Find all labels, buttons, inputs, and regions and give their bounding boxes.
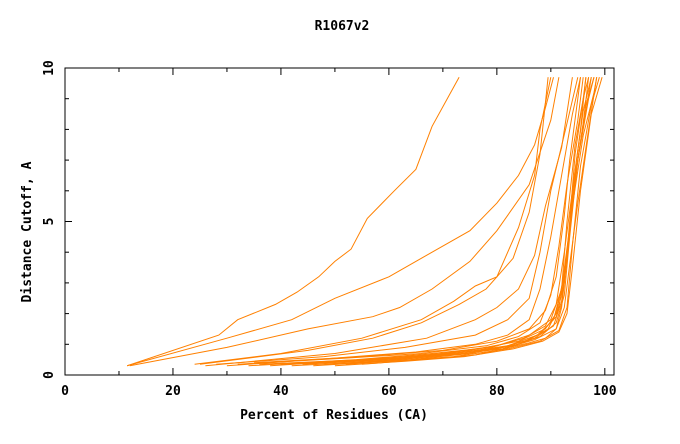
series-lines [126, 76, 603, 367]
series-line [334, 77, 603, 367]
series-line [313, 77, 600, 367]
y-tick-label: 5 [42, 218, 57, 226]
series-line [129, 77, 560, 367]
series-line [237, 77, 584, 365]
x-tick-label: 80 [489, 384, 505, 399]
series-line [280, 77, 592, 365]
series-line [126, 77, 554, 367]
x-tick-label: 20 [165, 384, 181, 399]
series-line [226, 77, 581, 367]
series-line [126, 76, 460, 367]
axis-ticks: 0 20 40 60 80 100 0 5 10 [42, 60, 617, 399]
y-tick-label: 0 [42, 371, 57, 379]
series-line [361, 77, 592, 365]
series-line [216, 77, 579, 365]
series-line [307, 77, 598, 364]
y-axis-label: Distance Cutoff, A [20, 161, 35, 302]
x-tick-label: 60 [381, 384, 397, 399]
series-line [253, 77, 581, 364]
x-axis-label: Percent of Residues (CA) [240, 408, 428, 423]
series-line [205, 77, 573, 367]
chart-title: R1067v2 [315, 19, 370, 34]
y-tick-label: 10 [42, 60, 57, 76]
x-tick-label: 0 [61, 384, 69, 399]
plot-frame [64, 67, 615, 376]
series-line [194, 77, 549, 365]
x-tick-label: 100 [593, 384, 617, 399]
series-line [199, 77, 552, 365]
series-line [345, 77, 587, 365]
series-line [324, 77, 595, 365]
x-tick-label: 40 [273, 384, 289, 399]
